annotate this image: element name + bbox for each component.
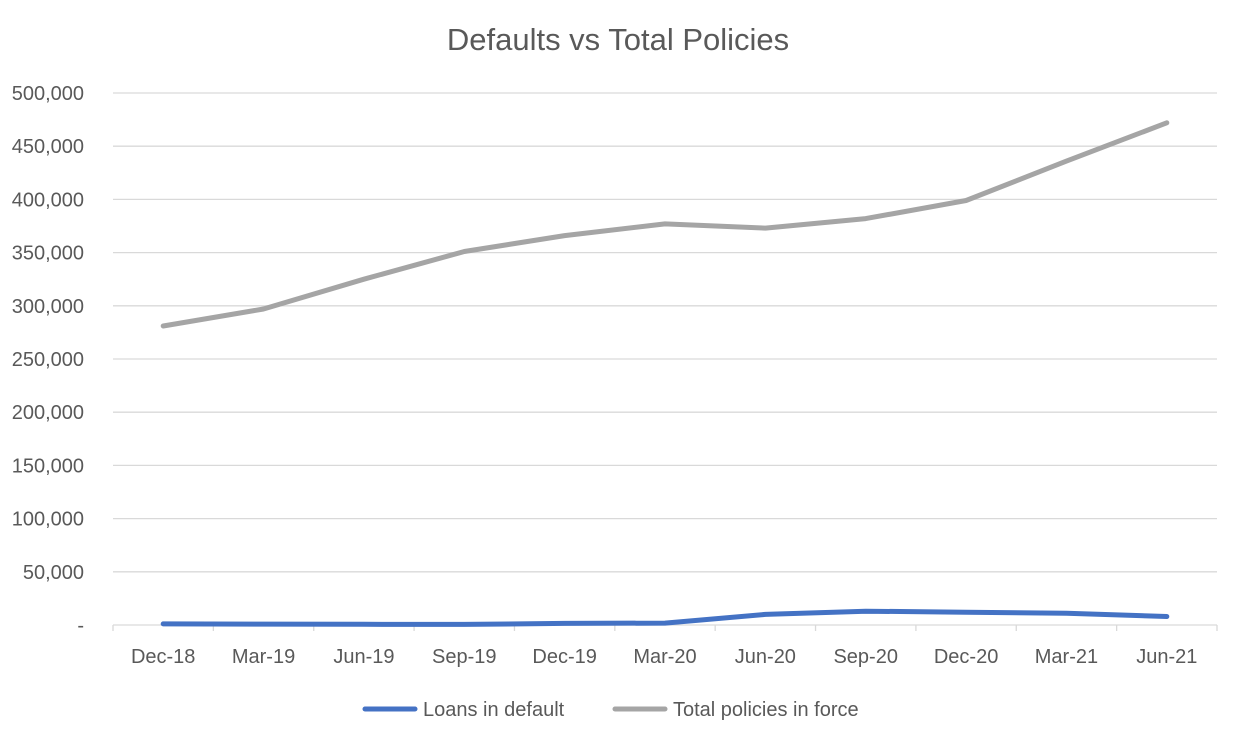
x-tick-label: Jun-20 <box>735 646 796 668</box>
y-tick-label: - <box>77 615 84 637</box>
y-tick-label: 500,000 <box>12 83 84 105</box>
y-tick-label: 200,000 <box>12 402 84 424</box>
x-tick-label: Dec-20 <box>934 646 998 668</box>
series-line-loans-in-default <box>160 608 1170 627</box>
x-tick-label: Sep-20 <box>833 646 898 668</box>
x-tick-label: Dec-19 <box>532 646 596 668</box>
series-line-total-policies-in-force <box>160 120 1170 329</box>
chart-title: Defaults vs Total Policies <box>447 22 789 57</box>
legend-label: Total policies in force <box>673 699 859 721</box>
y-tick-label: 150,000 <box>12 455 84 477</box>
y-tick-label: 450,000 <box>12 136 84 158</box>
y-tick-label: 300,000 <box>12 296 84 318</box>
x-tick-label: Mar-21 <box>1035 646 1098 668</box>
legend-label: Loans in default <box>423 699 565 721</box>
y-tick-label: 100,000 <box>12 509 84 531</box>
y-tick-label: 400,000 <box>12 189 84 211</box>
gridlines <box>113 92 1217 573</box>
x-tick-label: Jun-21 <box>1136 646 1197 668</box>
x-tick-label: Mar-20 <box>633 646 696 668</box>
x-axis-tick-labels: Dec-18 Mar-19 Jun-19 Sep-19 Dec-19 Mar-20 Jun-… <box>131 646 1197 668</box>
x-tick-label: Dec-18 <box>131 646 195 668</box>
x-tick-label: Mar-19 <box>232 646 295 668</box>
series-lines <box>160 120 1170 627</box>
legend: Loans in default Total policies in force <box>362 699 859 721</box>
y-tick-label: 350,000 <box>12 243 84 265</box>
y-tick-label: 50,000 <box>23 562 84 584</box>
y-axis-tick-labels: - 50,000 100,000 150,000 200,000 250,000 300,0… <box>12 83 84 637</box>
x-tick-label: Sep-19 <box>432 646 497 668</box>
x-tick-label: Jun-19 <box>333 646 394 668</box>
y-tick-label: 250,000 <box>12 349 84 371</box>
